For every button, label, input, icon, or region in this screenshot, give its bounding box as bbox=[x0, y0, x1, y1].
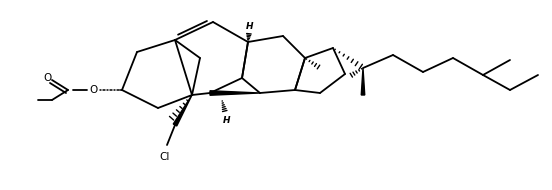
Polygon shape bbox=[361, 68, 365, 95]
Polygon shape bbox=[173, 95, 192, 126]
Text: O: O bbox=[89, 85, 97, 95]
Text: O: O bbox=[43, 73, 51, 83]
Text: H: H bbox=[246, 22, 254, 31]
Polygon shape bbox=[210, 91, 260, 95]
Text: H: H bbox=[223, 116, 231, 125]
Text: Cl: Cl bbox=[160, 152, 170, 162]
